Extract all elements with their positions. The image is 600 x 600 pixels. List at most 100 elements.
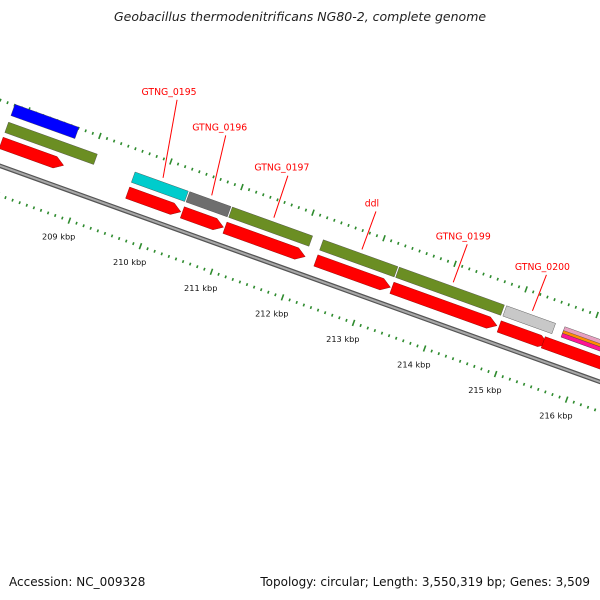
gene-label: GTNG_0195 bbox=[142, 87, 197, 98]
gene-band-gtng-0197 bbox=[228, 206, 313, 247]
minor-tick-inner bbox=[359, 323, 362, 328]
minor-tick-inner bbox=[89, 226, 92, 230]
minor-tick-inner bbox=[11, 198, 14, 202]
minor-tick-outer bbox=[510, 282, 514, 286]
minor-tick-inner bbox=[224, 275, 227, 279]
backbone-highlight bbox=[0, 164, 600, 383]
minor-tick-outer bbox=[205, 172, 208, 176]
minor-tick-inner bbox=[46, 211, 50, 215]
major-tick-inner bbox=[564, 396, 569, 403]
minor-tick-outer bbox=[418, 249, 421, 253]
minor-tick-inner bbox=[572, 400, 575, 404]
minor-tick-inner bbox=[473, 364, 476, 368]
minor-tick-outer bbox=[375, 234, 379, 238]
minor-tick-inner bbox=[345, 318, 348, 322]
minor-tick-outer bbox=[262, 193, 265, 197]
minor-tick-inner bbox=[394, 336, 398, 340]
minor-tick-inner bbox=[188, 262, 192, 266]
minor-tick-inner bbox=[409, 341, 412, 345]
minor-tick-inner bbox=[82, 224, 85, 228]
minor-tick-outer bbox=[389, 239, 393, 243]
major-tick-inner bbox=[280, 294, 285, 301]
minor-tick-outer bbox=[531, 290, 535, 294]
minor-tick-outer bbox=[155, 154, 158, 158]
minor-tick-inner bbox=[487, 369, 490, 374]
minor-tick-inner bbox=[309, 305, 313, 310]
minor-tick-outer bbox=[489, 275, 492, 279]
major-tick-inner bbox=[493, 370, 498, 378]
minor-tick-inner bbox=[110, 234, 114, 238]
minor-tick-inner bbox=[288, 298, 291, 302]
minor-tick-inner bbox=[146, 247, 149, 251]
minor-tick-outer bbox=[0, 98, 2, 102]
major-tick-outer bbox=[453, 260, 457, 268]
minor-tick-inner bbox=[132, 242, 135, 246]
minor-tick-inner bbox=[259, 288, 263, 292]
minor-tick-outer bbox=[105, 136, 109, 141]
minor-tick-inner bbox=[544, 390, 547, 394]
major-tick-inner bbox=[351, 319, 356, 327]
minor-tick-outer bbox=[425, 251, 428, 256]
minor-tick-inner bbox=[387, 334, 391, 338]
minor-tick-outer bbox=[112, 139, 116, 143]
minor-tick-outer bbox=[219, 177, 222, 182]
feature-band-olive bbox=[4, 121, 98, 165]
minor-tick-outer bbox=[6, 101, 9, 105]
minor-tick-outer bbox=[347, 223, 350, 228]
major-tick-outer bbox=[382, 234, 386, 242]
minor-tick-inner bbox=[331, 313, 334, 317]
tick-label: 212 kbp bbox=[255, 308, 288, 318]
minor-tick-inner bbox=[593, 408, 597, 412]
minor-tick-outer bbox=[340, 221, 343, 225]
minor-tick-inner bbox=[25, 203, 29, 207]
minor-tick-inner bbox=[402, 339, 405, 343]
leader-line bbox=[361, 211, 377, 250]
minor-tick-inner bbox=[437, 352, 441, 356]
minor-tick-inner bbox=[274, 293, 277, 297]
cds-arrow bbox=[540, 336, 600, 370]
minor-tick-outer bbox=[269, 195, 272, 199]
minor-tick-inner bbox=[465, 362, 469, 366]
minor-tick-outer bbox=[439, 257, 443, 261]
minor-tick-outer bbox=[553, 298, 556, 302]
feature-layer bbox=[0, 104, 600, 385]
minor-tick-inner bbox=[18, 201, 21, 205]
minor-tick-outer bbox=[304, 208, 308, 212]
minor-tick-inner bbox=[295, 300, 298, 305]
minor-tick-outer bbox=[397, 241, 400, 245]
minor-tick-outer bbox=[162, 157, 166, 161]
gene-band-gtng-0196 bbox=[185, 191, 232, 218]
major-tick-outer bbox=[240, 183, 244, 191]
cds-arrow-ddl bbox=[313, 254, 391, 291]
minor-tick-inner bbox=[117, 236, 121, 241]
minor-tick-outer bbox=[233, 182, 237, 187]
minor-tick-outer bbox=[411, 246, 414, 251]
gene-label: GTNG_0199 bbox=[436, 231, 491, 242]
minor-tick-outer bbox=[482, 272, 485, 276]
minor-tick-inner bbox=[153, 249, 156, 253]
topology-text: Topology: circular; Length: 3,550,319 bp… bbox=[260, 575, 590, 589]
major-tick-inner bbox=[67, 217, 72, 224]
minor-tick-inner bbox=[302, 303, 306, 307]
minor-tick-outer bbox=[134, 147, 137, 151]
minor-tick-inner bbox=[551, 392, 554, 397]
minor-tick-outer bbox=[460, 264, 464, 268]
minor-tick-inner bbox=[125, 239, 128, 243]
minor-tick-outer bbox=[84, 129, 87, 133]
minor-tick-inner bbox=[75, 221, 78, 225]
minor-tick-outer bbox=[297, 205, 301, 210]
minor-tick-inner bbox=[323, 311, 327, 315]
leader-line bbox=[273, 175, 289, 218]
leader-line bbox=[162, 99, 178, 178]
minor-tick-outer bbox=[496, 277, 499, 281]
minor-tick-inner bbox=[579, 403, 583, 407]
minor-tick-inner bbox=[480, 367, 483, 371]
tick-label: 210 kbp bbox=[113, 257, 146, 267]
gene-band-gtng-0195 bbox=[131, 171, 189, 202]
minor-tick-inner bbox=[430, 349, 433, 353]
minor-tick-inner bbox=[217, 272, 220, 276]
cds-arrow-gtng-0196 bbox=[180, 206, 224, 230]
minor-tick-inner bbox=[522, 382, 526, 386]
major-tick-inner bbox=[138, 242, 143, 250]
